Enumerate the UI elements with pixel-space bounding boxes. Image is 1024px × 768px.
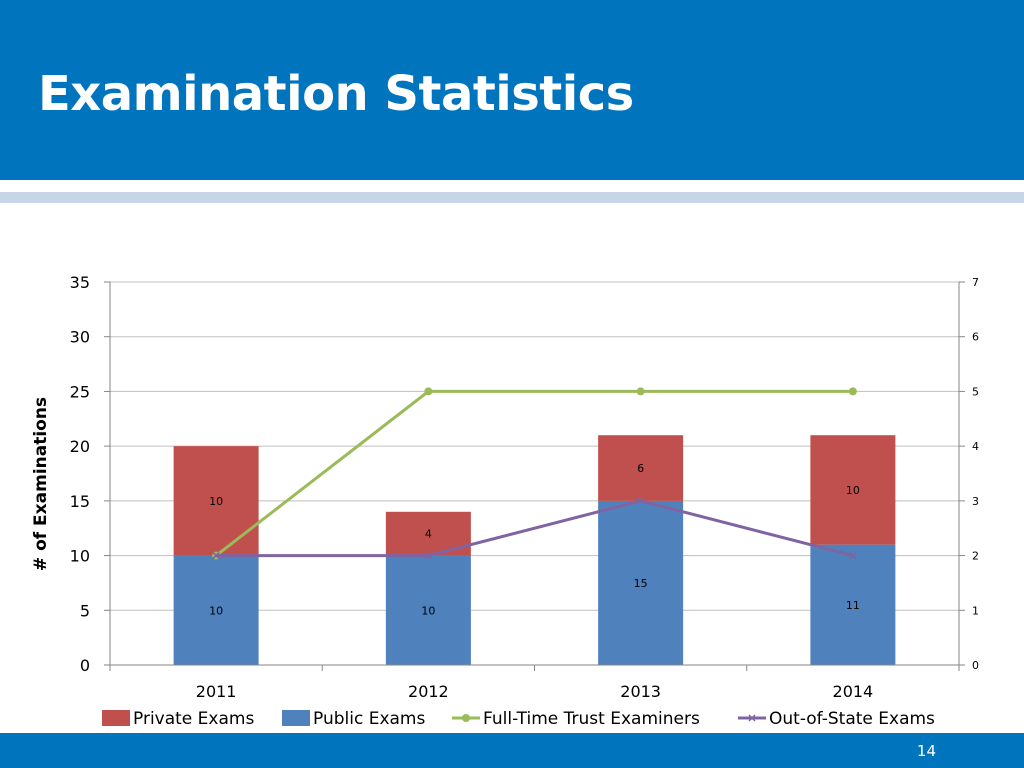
bar-private-exams bbox=[810, 435, 896, 545]
data-label-private: 6 bbox=[637, 462, 644, 475]
marker-full-time-trust-examiners bbox=[848, 387, 857, 396]
y-tick-label: 20 bbox=[70, 437, 90, 456]
data-label-private: 4 bbox=[425, 528, 432, 541]
bar-public-exams bbox=[598, 500, 684, 665]
bar-public-exams bbox=[810, 544, 896, 665]
legend-full-time-trust-examiners-label: Full-Time Trust Examiners bbox=[483, 709, 700, 729]
y-tick-label: 15 bbox=[70, 492, 90, 511]
line-full-time-trust-examiners bbox=[215, 389, 853, 557]
y-tick-label: 25 bbox=[70, 382, 90, 401]
header-stripe bbox=[0, 192, 1024, 203]
page-number: 14 bbox=[916, 742, 936, 760]
x-tick-label: 2014 bbox=[833, 682, 874, 701]
marker-out-of-state-exams bbox=[424, 552, 432, 560]
marker-out-of-state-exams bbox=[212, 552, 220, 560]
y-tick-label: 0 bbox=[80, 656, 90, 675]
x-tick-label: 2012 bbox=[408, 682, 449, 701]
data-label-public: 10 bbox=[421, 604, 435, 617]
y-axis-title: # of Examinations bbox=[31, 397, 51, 571]
marker-out-of-state-exams bbox=[637, 497, 645, 505]
legend-public-exams-label: Public Exams bbox=[313, 709, 425, 729]
y-tick-label: 10 bbox=[70, 547, 90, 566]
marker-full-time-trust-examiners bbox=[424, 387, 433, 396]
examination-chart: 0 5 10 15 20 25 30 35 0 1 2 3 4 5 6 7 10 10 10 4 15 6 11 10 2011… bbox=[31, 273, 979, 729]
legend-private-exams-label: Private Exams bbox=[133, 709, 254, 729]
y-tick-label: 30 bbox=[70, 328, 90, 347]
y2-tick-label: 3 bbox=[972, 495, 979, 508]
slide-title: Examination Statistics bbox=[38, 66, 634, 122]
line-out-of-state-exams bbox=[216, 499, 854, 558]
legend-full-time-trust-examiners-marker bbox=[462, 714, 470, 722]
legend-out-of-state-exams-marker bbox=[748, 714, 756, 722]
bar-public-exams bbox=[385, 555, 471, 665]
y2-tick-label: 2 bbox=[972, 550, 979, 563]
bar-private-exams bbox=[173, 446, 259, 556]
data-label-private: 10 bbox=[209, 495, 223, 508]
bar-public-exams bbox=[173, 555, 259, 665]
y-tick-label: 5 bbox=[80, 601, 90, 620]
legend-out-of-state-exams-label: Out-of-State Exams bbox=[769, 709, 935, 729]
x-tick-label: 2011 bbox=[196, 682, 237, 701]
legend-public-exams-swatch bbox=[282, 710, 310, 726]
y2-tick-label: 5 bbox=[972, 385, 979, 398]
y2-tick-label: 0 bbox=[972, 659, 979, 672]
y2-tick-label: 7 bbox=[972, 276, 979, 289]
slide-header: Examination Statistics bbox=[0, 0, 1024, 180]
y-tick-label: 35 bbox=[70, 273, 90, 292]
marker-full-time-trust-examiners bbox=[636, 387, 645, 396]
data-label-public: 15 bbox=[634, 577, 648, 590]
x-tick-label: 2013 bbox=[620, 682, 661, 701]
slide-footer: 14 bbox=[0, 733, 1024, 768]
y2-tick-label: 4 bbox=[972, 440, 979, 453]
data-label-private: 10 bbox=[846, 484, 860, 497]
marker-out-of-state-exams bbox=[849, 552, 857, 560]
data-label-public: 10 bbox=[209, 604, 223, 617]
legend-private-exams-swatch bbox=[102, 710, 130, 726]
y2-tick-label: 1 bbox=[972, 604, 979, 617]
data-label-public: 11 bbox=[846, 599, 860, 612]
bar-private-exams bbox=[598, 435, 684, 501]
y2-tick-label: 6 bbox=[972, 331, 979, 344]
